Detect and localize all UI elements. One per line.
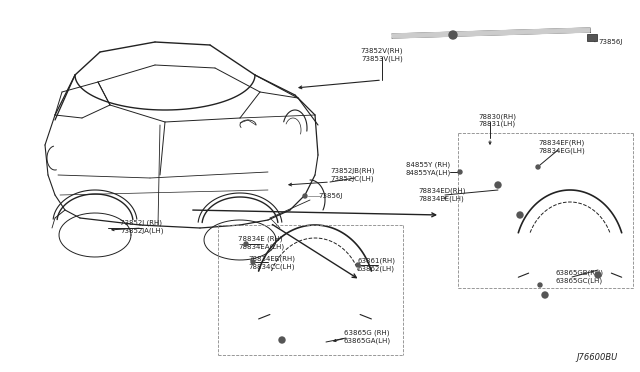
Text: 78834EF(RH)
78834EG(LH): 78834EF(RH) 78834EG(LH) bbox=[538, 140, 585, 154]
Circle shape bbox=[536, 165, 540, 169]
Text: 78834EB(RH)
78834CC(LH): 78834EB(RH) 78834CC(LH) bbox=[248, 256, 295, 270]
Circle shape bbox=[495, 182, 501, 188]
Circle shape bbox=[356, 263, 360, 267]
Circle shape bbox=[538, 283, 542, 287]
Circle shape bbox=[279, 337, 285, 343]
Polygon shape bbox=[392, 28, 590, 38]
Circle shape bbox=[303, 194, 307, 198]
Text: J76600BU: J76600BU bbox=[577, 353, 618, 362]
Text: 73856J: 73856J bbox=[598, 39, 622, 45]
Circle shape bbox=[251, 260, 255, 264]
Text: 63865GB(RH)
63865GC(LH): 63865GB(RH) 63865GC(LH) bbox=[556, 270, 604, 284]
Circle shape bbox=[595, 272, 601, 278]
Circle shape bbox=[542, 292, 548, 298]
Text: 73852V(RH)
73853V(LH): 73852V(RH) 73853V(LH) bbox=[361, 48, 403, 62]
Circle shape bbox=[517, 212, 523, 218]
Circle shape bbox=[244, 242, 248, 246]
Bar bbox=[587, 33, 597, 41]
Text: 78830(RH)
78831(LH): 78830(RH) 78831(LH) bbox=[478, 113, 516, 127]
Circle shape bbox=[449, 31, 457, 39]
Text: 73852JB(RH)
73852JC(LH): 73852JB(RH) 73852JC(LH) bbox=[330, 168, 374, 182]
Text: 78834E (RH)
78834EA(LH): 78834E (RH) 78834EA(LH) bbox=[238, 236, 284, 250]
Circle shape bbox=[458, 170, 462, 174]
Text: 63861(RH)
63862(LH): 63861(RH) 63862(LH) bbox=[358, 258, 396, 272]
Text: 84855Y (RH)
84855YA(LH): 84855Y (RH) 84855YA(LH) bbox=[406, 162, 451, 176]
Text: 78834ED(RH)
78834EE(LH): 78834ED(RH) 78834EE(LH) bbox=[418, 188, 465, 202]
Text: 73856J: 73856J bbox=[318, 193, 342, 199]
Text: 63865G (RH)
63865GA(LH): 63865G (RH) 63865GA(LH) bbox=[344, 330, 391, 344]
Text: 73852J (RH)
73852JA(LH): 73852J (RH) 73852JA(LH) bbox=[120, 220, 163, 234]
